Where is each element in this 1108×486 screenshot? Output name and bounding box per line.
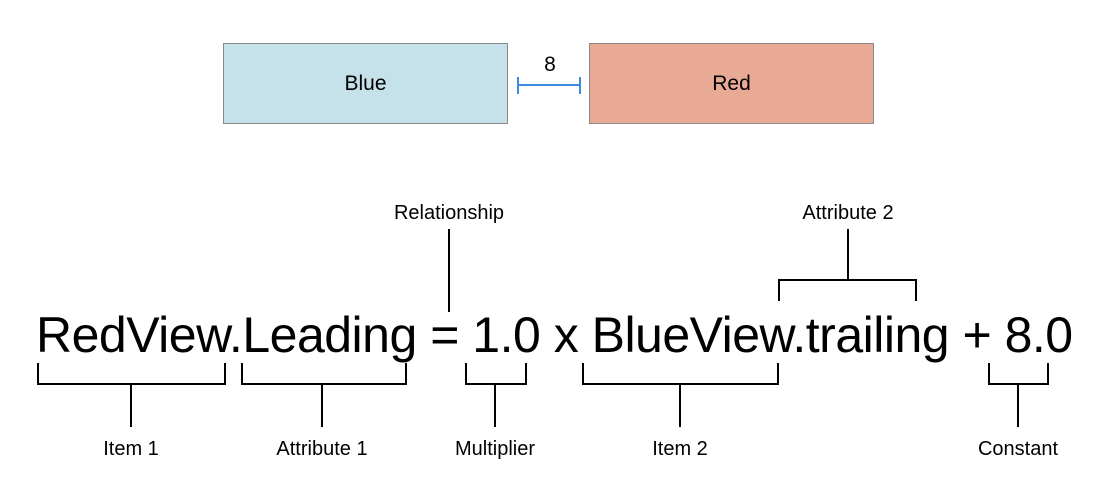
item1-bracket [38, 363, 225, 427]
relationship-label: Relationship [394, 202, 504, 225]
item1-label: Item 1 [103, 438, 159, 461]
constant-label: Constant [978, 438, 1058, 461]
attribute1-bracket [242, 363, 406, 427]
spacing-indicator [518, 77, 580, 94]
attribute2-label: Attribute 2 [802, 202, 893, 225]
constant-bracket [989, 363, 1048, 427]
attribute2-bracket [779, 229, 916, 301]
multiplier-label: Multiplier [455, 438, 535, 461]
multiplier-bracket [466, 363, 526, 427]
item2-label: Item 2 [652, 438, 708, 461]
item2-bracket [583, 363, 778, 427]
attribute1-label: Attribute 1 [276, 438, 367, 461]
